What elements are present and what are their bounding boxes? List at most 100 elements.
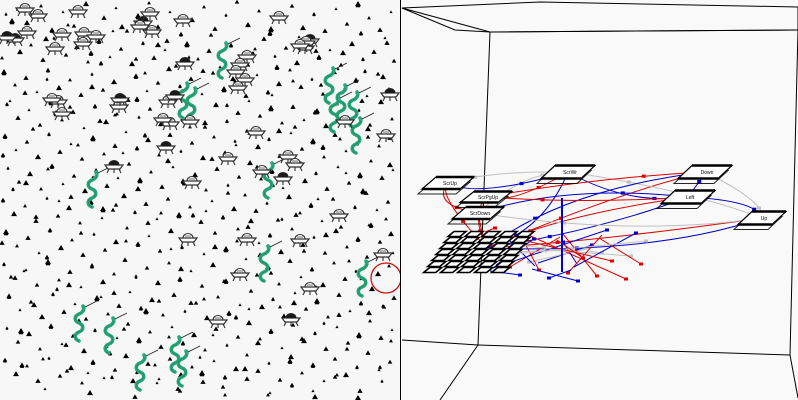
particle xyxy=(280,217,284,221)
ufo-craft-sprite xyxy=(375,129,397,143)
particle xyxy=(298,84,304,89)
cluster-node[interactable] xyxy=(454,242,478,250)
cluster-node[interactable] xyxy=(429,254,453,262)
cluster-node[interactable] xyxy=(433,248,457,256)
ufo-craft-sprite xyxy=(51,28,73,42)
particle xyxy=(11,211,17,217)
edge-arrowhead xyxy=(461,219,466,223)
edge-arrowhead xyxy=(571,248,575,252)
particle xyxy=(66,282,72,288)
cluster-node[interactable] xyxy=(480,254,504,262)
particle xyxy=(47,227,53,233)
edge-arrowhead xyxy=(540,198,545,202)
cluster-node[interactable] xyxy=(458,236,482,244)
3d-transition-graph-panel[interactable]: ScrUp ScrPgUp ScrDown ScrWr Down Left Up xyxy=(400,0,798,400)
cluster-node[interactable] xyxy=(501,248,525,256)
particle xyxy=(176,212,182,219)
particle xyxy=(309,266,315,272)
particle xyxy=(248,218,254,224)
cluster-node[interactable] xyxy=(509,236,533,244)
particle xyxy=(100,206,106,213)
particle xyxy=(245,22,251,28)
particle xyxy=(377,27,383,32)
particle xyxy=(267,137,271,142)
cluster-node[interactable] xyxy=(488,242,512,250)
state-node-Up[interactable]: Up xyxy=(732,210,788,230)
cluster-node[interactable] xyxy=(505,242,529,250)
cluster-node[interactable] xyxy=(493,260,516,268)
cluster-node[interactable] xyxy=(513,230,537,238)
particle xyxy=(357,172,363,179)
particle xyxy=(332,261,336,265)
cluster-node[interactable] xyxy=(472,266,495,274)
ufo-craft-sprite xyxy=(16,26,38,40)
state-node-ScrWr[interactable]: ScrWr xyxy=(535,164,597,184)
cluster-node[interactable] xyxy=(479,230,503,238)
particle xyxy=(363,69,367,74)
particle xyxy=(270,93,274,97)
cluster-node[interactable] xyxy=(445,230,469,238)
transition-edge xyxy=(517,238,613,262)
cluster-node[interactable] xyxy=(476,260,499,268)
cluster-node[interactable] xyxy=(489,266,512,274)
edge-arrowhead xyxy=(752,207,757,211)
cluster-node[interactable] xyxy=(438,266,461,274)
particle xyxy=(163,48,167,52)
particle xyxy=(322,28,328,33)
cluster-node[interactable] xyxy=(455,266,478,274)
3d-transition-graph-canvas[interactable]: ScrUp ScrPgUp ScrDown ScrWr Down Left Up xyxy=(400,0,798,400)
2d-agent-map-panel[interactable] xyxy=(0,0,400,400)
particle xyxy=(236,174,242,179)
state-node-Down[interactable]: Down xyxy=(672,164,734,184)
cluster-node[interactable] xyxy=(484,248,508,256)
particle xyxy=(87,390,93,396)
cluster-node[interactable] xyxy=(446,254,470,262)
particle xyxy=(175,386,181,391)
cluster-node[interactable] xyxy=(421,266,444,274)
particle xyxy=(349,41,355,47)
particle xyxy=(73,302,77,306)
cluster-node[interactable] xyxy=(437,242,461,250)
particle xyxy=(78,92,84,97)
cluster-node[interactable] xyxy=(462,230,486,238)
particle xyxy=(8,99,12,103)
particle xyxy=(90,359,96,365)
particle xyxy=(126,161,132,166)
particle xyxy=(375,271,381,277)
particle xyxy=(268,105,274,112)
particle xyxy=(364,254,370,259)
cluster-node[interactable] xyxy=(441,236,465,244)
2d-agent-map-canvas[interactable] xyxy=(0,0,400,400)
particle xyxy=(312,394,318,400)
particle xyxy=(193,300,199,305)
ufo-craft-sprite xyxy=(217,152,239,166)
cluster-node[interactable] xyxy=(471,242,495,250)
cluster-node[interactable] xyxy=(425,260,448,268)
particle xyxy=(71,23,77,28)
particle xyxy=(143,308,149,315)
state-node-ScrDown[interactable]: ScrDown xyxy=(446,205,506,225)
particle xyxy=(43,36,49,42)
cluster-node[interactable] xyxy=(492,236,516,244)
particle xyxy=(210,70,216,75)
particle xyxy=(134,96,140,102)
node-label: ScrPgUp xyxy=(478,195,498,201)
cluster-node[interactable] xyxy=(463,254,487,262)
ufo-craft-sprite xyxy=(372,248,394,262)
state-node-Left[interactable]: Left xyxy=(655,189,717,209)
cluster-node[interactable] xyxy=(442,260,465,268)
particle xyxy=(188,76,194,81)
particle xyxy=(112,367,118,372)
cluster-node[interactable] xyxy=(467,248,491,256)
state-node-layer[interactable]: ScrUp ScrPgUp ScrDown ScrWr Down Left Up xyxy=(416,164,788,230)
state-node-ScrUp[interactable]: ScrUp xyxy=(416,175,476,195)
cluster-node[interactable] xyxy=(496,230,520,238)
particle xyxy=(212,230,218,235)
particle xyxy=(149,170,153,174)
cluster-node[interactable] xyxy=(475,236,499,244)
particle xyxy=(158,123,162,127)
particle xyxy=(243,93,249,98)
cluster-node[interactable] xyxy=(497,254,521,262)
cluster-node[interactable] xyxy=(450,248,474,256)
cluster-node[interactable] xyxy=(459,260,482,268)
